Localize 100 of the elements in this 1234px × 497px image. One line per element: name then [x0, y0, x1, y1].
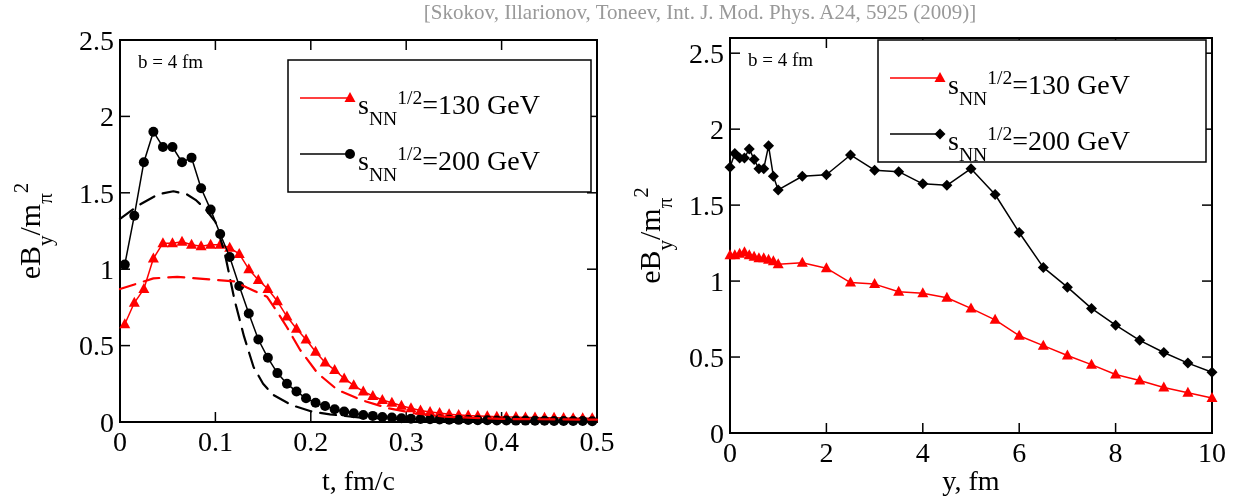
- point: [196, 183, 207, 194]
- y-tick-label: 1: [100, 254, 114, 285]
- point: [893, 285, 905, 296]
- point: [320, 400, 331, 411]
- point: [281, 378, 292, 389]
- point: [763, 140, 775, 152]
- y-tick-label: 1.5: [79, 177, 114, 209]
- point: [1013, 226, 1025, 238]
- point: [186, 152, 197, 163]
- point: [772, 184, 784, 196]
- point: [1134, 334, 1146, 346]
- point: [845, 149, 856, 161]
- point: [272, 368, 283, 379]
- point: [358, 409, 369, 420]
- point: [167, 141, 178, 152]
- point: [386, 396, 398, 407]
- x-tick-label: 2: [819, 437, 834, 468]
- x-tick-label: 8: [1108, 437, 1123, 468]
- point: [767, 170, 779, 182]
- point: [252, 273, 264, 284]
- point: [300, 333, 312, 344]
- point: [395, 399, 407, 410]
- y-tick-label: 1.5: [689, 189, 724, 221]
- point: [310, 345, 322, 356]
- point: [329, 404, 340, 415]
- point: [941, 291, 953, 302]
- y-tick-label: 0.5: [79, 330, 114, 362]
- point: [281, 310, 293, 321]
- point: [941, 179, 953, 191]
- point: [1134, 374, 1146, 385]
- point: [291, 386, 302, 397]
- y-tick-label: 2.5: [79, 24, 114, 56]
- point: [1061, 281, 1073, 293]
- point: [357, 385, 369, 396]
- point: [166, 237, 178, 248]
- point: [253, 334, 264, 345]
- point: [262, 352, 273, 363]
- point: [177, 157, 188, 168]
- point: [869, 164, 881, 176]
- x-tick-label: 10: [1198, 437, 1226, 468]
- point: [989, 188, 1001, 200]
- point: [405, 402, 417, 413]
- point: [529, 415, 540, 426]
- y-tick-label: 2: [100, 101, 114, 133]
- point: [845, 276, 856, 287]
- annotation: b = 4 fm: [138, 51, 204, 72]
- x-tick-label: 0.1: [197, 426, 233, 457]
- point: [1206, 366, 1218, 378]
- point: [129, 210, 140, 221]
- point: [820, 262, 832, 273]
- point: [339, 406, 350, 417]
- point: [301, 393, 312, 404]
- point: [157, 237, 169, 248]
- point: [1182, 386, 1194, 397]
- point: [376, 394, 388, 404]
- point: [1013, 329, 1025, 340]
- point: [148, 126, 159, 137]
- point: [965, 163, 977, 175]
- x-axis-title: y, fm: [942, 465, 1000, 496]
- point: [917, 287, 929, 298]
- point: [138, 283, 150, 294]
- y-tick-label: 2.5: [689, 37, 724, 69]
- point: [893, 166, 905, 178]
- point: [329, 364, 341, 375]
- point: [743, 143, 755, 155]
- point: [1158, 346, 1170, 358]
- point: [453, 414, 464, 425]
- x-tick-label: 0.5: [579, 426, 615, 457]
- text: [Skokov, Illarionov, Toneev, Int. J. Mod. Phys. A24, 5925 (2009)]: [423, 0, 977, 24]
- point: [310, 397, 321, 408]
- point: [367, 390, 379, 401]
- legend-label: s$_{NN}$$^{1/2}$=200 GeV: [358, 142, 540, 185]
- point: [119, 318, 131, 329]
- point: [290, 322, 302, 333]
- point: [138, 157, 149, 168]
- point: [796, 256, 808, 267]
- annotation: b = 4 fm: [748, 49, 814, 70]
- point: [1086, 302, 1097, 314]
- point: [1110, 368, 1122, 379]
- point: [965, 302, 977, 313]
- point: [186, 238, 198, 249]
- point: [205, 238, 217, 249]
- point: [1158, 381, 1170, 392]
- point: [128, 296, 140, 307]
- x-tick-label: 0.2: [293, 426, 329, 457]
- x-tick-label: 0.4: [484, 426, 520, 457]
- point: [748, 154, 760, 166]
- legend-label: s$_{NN}$$^{1/2}$=130 GeV: [948, 66, 1130, 109]
- point: [147, 252, 159, 263]
- point: [989, 313, 1001, 324]
- point: [338, 372, 350, 383]
- point: [348, 379, 360, 390]
- point: [243, 308, 254, 319]
- point: [1182, 357, 1194, 369]
- point: [1206, 392, 1218, 403]
- point: [195, 240, 207, 251]
- point: [319, 356, 331, 367]
- point: [176, 235, 188, 246]
- point: [772, 258, 784, 269]
- legend-label: s$_{NN}$$^{1/2}$=130 GeV: [358, 86, 540, 129]
